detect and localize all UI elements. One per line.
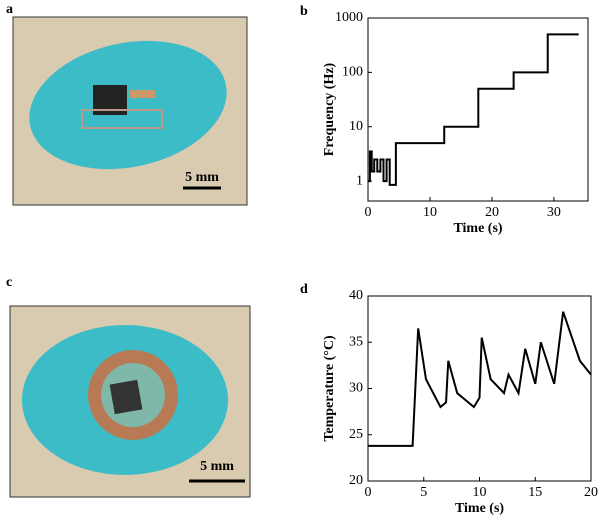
x-tick-label: 20 xyxy=(485,205,499,220)
y-tick-label: 100 xyxy=(342,65,363,80)
panel-label: b xyxy=(300,4,308,19)
y-axis-label: Temperature (°C) xyxy=(322,335,337,442)
panel-label: a xyxy=(6,2,13,17)
x-tick-label: 0 xyxy=(365,485,372,500)
x-tick-label: 30 xyxy=(547,205,561,220)
photo-c: 5 mm xyxy=(9,305,251,498)
scale-bar-label: 5 mm xyxy=(200,459,234,474)
data-line xyxy=(368,33,579,186)
x-tick-label: 5 xyxy=(420,485,427,500)
photo-a: 5 mm xyxy=(12,16,248,206)
panel-label: d xyxy=(300,282,308,297)
x-tick-label: 0 xyxy=(365,205,372,220)
scale-bar-label: 5 mm xyxy=(185,170,219,185)
y-tick-label: 35 xyxy=(349,334,363,349)
y-tick-label: 10 xyxy=(349,119,363,134)
panel-label: c xyxy=(6,275,12,290)
y-tick-label: 1 xyxy=(356,173,363,188)
plot-frame xyxy=(367,17,589,202)
x-tick-label: 15 xyxy=(528,485,542,500)
y-tick-label: 30 xyxy=(349,381,363,396)
y-axis-label: Frequency (Hz) xyxy=(322,62,337,156)
x-axis-label: Time (s) xyxy=(453,221,502,236)
y-tick-label: 20 xyxy=(349,473,363,488)
x-tick-label: 10 xyxy=(423,205,437,220)
y-tick-label: 1000 xyxy=(335,10,363,25)
y-tick-label: 40 xyxy=(349,288,363,303)
x-tick-label: 10 xyxy=(473,485,487,500)
x-tick-label: 20 xyxy=(584,485,598,500)
x-axis-label: Time (s) xyxy=(455,501,504,516)
y-tick-label: 25 xyxy=(349,427,363,442)
data-line xyxy=(368,311,592,447)
